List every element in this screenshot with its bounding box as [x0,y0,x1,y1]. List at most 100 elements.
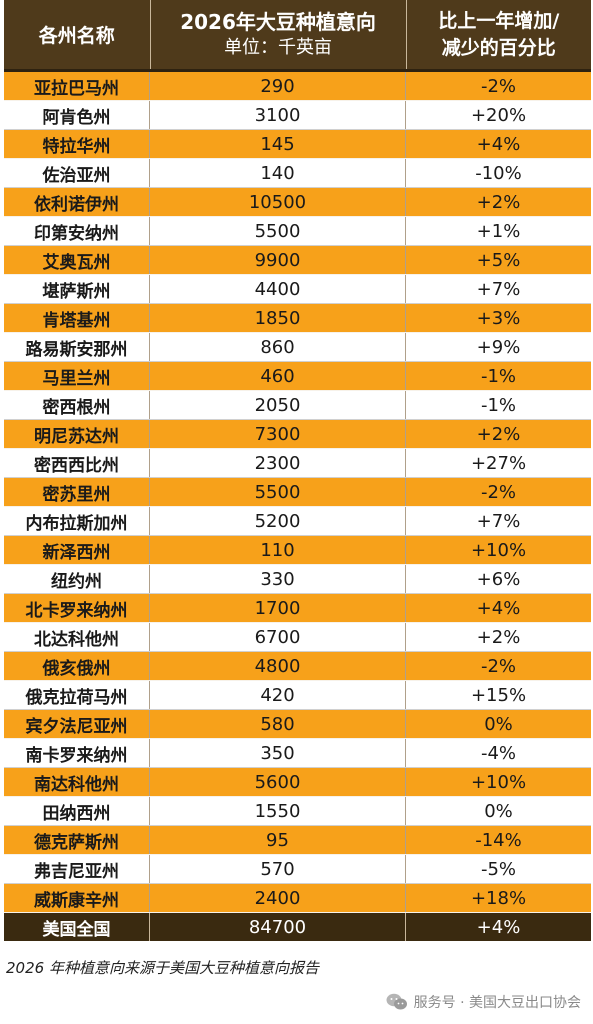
state-name-cell: 密西西比州 [4,449,150,477]
state-name-cell: 密苏里州 [4,478,150,506]
table-row: 依利诺伊州 10500 +2% [4,188,591,217]
state-name-cell: 印第安纳州 [4,217,150,245]
header-acreage: 2026年大豆种植意向 单位：千英亩 [151,0,407,69]
acreage-cell: 7300 [150,420,406,448]
table-row: 俄亥俄州 4800 -2% [4,652,591,681]
change-cell: -1% [480,394,517,416]
table-row: 密苏里州 5500 -2% [4,478,591,507]
wechat-icon [386,993,408,1011]
state-name-cell: 肯塔基州 [4,304,150,332]
state-name-cell: 南卡罗来纳州 [4,739,150,767]
change-cell: -2% [480,655,517,677]
change-cell: -2% [480,75,517,97]
table-body: 亚拉巴马州 290 -2% 阿肯色州 3100 +20% 特拉华州 145 +4% 佐治亚州 140… [4,72,591,913]
table-header: 各州名称 2026年大豆种植意向 单位：千英亩 比上一年增加/ 减少的百分比 [4,0,591,72]
acreage-cell: 2300 [150,449,406,477]
state-name-cell: 阿肯色州 [4,101,150,129]
state-name-cell: 宾夕法尼亚州 [4,710,150,738]
change-cell: +18% [470,887,527,909]
acreage-cell: 5200 [150,507,406,535]
state-name-cell: 亚拉巴马州 [4,72,150,100]
acreage-cell: 420 [150,681,406,709]
table-row: 威斯康辛州 2400 +18% [4,884,591,913]
acreage-cell: 580 [150,710,406,738]
state-name-cell: 俄克拉荷马州 [4,681,150,709]
change-cell: -14% [475,829,522,851]
change-cell: +7% [476,510,521,532]
state-name-cell: 依利诺伊州 [4,188,150,216]
table-row: 密西西比州 2300 +27% [4,449,591,478]
acreage-cell: 1850 [150,304,406,332]
acreage-cell: 5500 [150,478,406,506]
acreage-cell: 570 [150,855,406,883]
change-cell: -10% [475,162,522,184]
change-cell: 0% [484,800,513,822]
total-acres: 84700 [150,913,406,941]
change-cell: +10% [470,539,527,561]
acreage-cell: 1550 [150,797,406,825]
table-row: 艾奥瓦州 9900 +5% [4,246,591,275]
total-change: +4% [476,916,521,938]
change-cell: +27% [470,452,527,474]
table-row: 肯塔基州 1850 +3% [4,304,591,333]
acreage-cell: 140 [150,159,406,187]
table-row: 阿肯色州 3100 +20% [4,101,591,130]
change-cell: +2% [476,626,521,648]
header-state-name: 各州名称 [4,0,151,69]
change-cell: -4% [480,742,517,764]
change-cell: 0% [484,713,513,735]
table-row: 印第安纳州 5500 +1% [4,217,591,246]
table-row: 纽约州 330 +6% [4,565,591,594]
acreage-cell: 860 [150,333,406,361]
table-row: 南达科他州 5600 +10% [4,768,591,797]
change-cell: +2% [476,191,521,213]
table-row: 新泽西州 110 +10% [4,536,591,565]
state-name-cell: 堪萨斯州 [4,275,150,303]
acreage-cell: 460 [150,362,406,390]
acreage-cell: 2400 [150,884,406,912]
acreage-cell: 110 [150,536,406,564]
table-row: 马里兰州 460 -1% [4,362,591,391]
state-name-cell: 新泽西州 [4,536,150,564]
table-row: 俄克拉荷马州 420 +15% [4,681,591,710]
state-name-cell: 路易斯安那州 [4,333,150,361]
acreage-cell: 3100 [150,101,406,129]
acreage-cell: 330 [150,565,406,593]
change-cell: +4% [476,133,521,155]
state-name-cell: 纽约州 [4,565,150,593]
change-cell: +5% [476,249,521,271]
footnote: 2026 年种植意向来源于美国大豆种植意向报告 [6,959,319,977]
acreage-cell: 9900 [150,246,406,274]
change-cell: +15% [470,684,527,706]
change-cell: +10% [470,771,527,793]
table-row: 特拉华州 145 +4% [4,130,591,159]
table-row: 明尼苏达州 7300 +2% [4,420,591,449]
state-name-cell: 特拉华州 [4,130,150,158]
watermark-text: 服务号 · 美国大豆出口协会 [413,995,581,1011]
acreage-cell: 290 [150,72,406,100]
soybean-acreage-table: 各州名称 2026年大豆种植意向 单位：千英亩 比上一年增加/ 减少的百分比 亚… [4,0,591,941]
table-row: 内布拉斯加州 5200 +7% [4,507,591,536]
header-acreage-unit: 单位：千英亩 [224,37,333,58]
change-cell: +9% [476,336,521,358]
change-cell: -2% [480,481,517,503]
table-row: 密西根州 2050 -1% [4,391,591,420]
acreage-cell: 10500 [150,188,406,216]
acreage-cell: 145 [150,130,406,158]
total-row: 美国全国 84700 +4% [4,913,591,941]
change-cell: +20% [470,104,527,126]
state-name-cell: 威斯康辛州 [4,884,150,912]
acreage-cell: 4400 [150,275,406,303]
state-name-cell: 南达科他州 [4,768,150,796]
change-cell: +3% [476,307,521,329]
table-row: 路易斯安那州 860 +9% [4,333,591,362]
change-cell: +2% [476,423,521,445]
table-row: 宾夕法尼亚州 580 0% [4,710,591,739]
table-row: 弗吉尼亚州 570 -5% [4,855,591,884]
state-name-cell: 佐治亚州 [4,159,150,187]
total-state: 美国全国 [4,913,150,941]
table-row: 佐治亚州 140 -10% [4,159,591,188]
acreage-cell: 1700 [150,594,406,622]
acreage-cell: 5600 [150,768,406,796]
change-cell: -1% [480,365,517,387]
